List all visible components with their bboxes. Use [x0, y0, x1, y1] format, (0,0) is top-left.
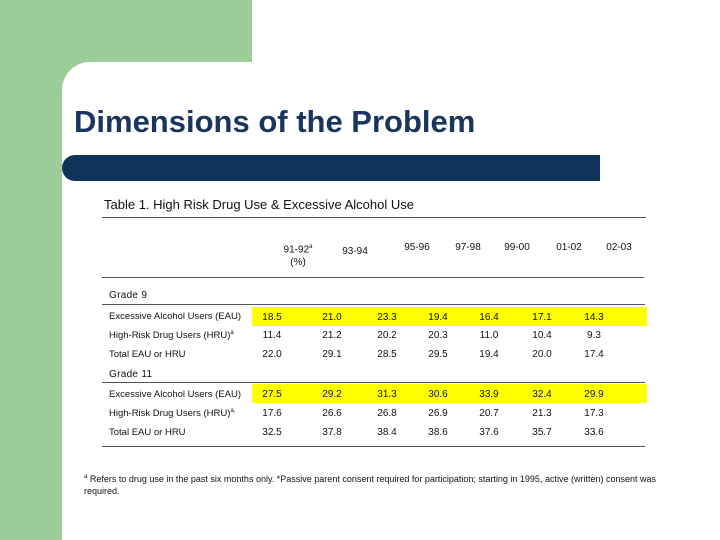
table-cell: 26.9: [428, 408, 448, 419]
table-cell: 30.6: [428, 389, 448, 400]
table-cell: 20.0: [532, 349, 552, 360]
table-top-rule: [102, 217, 646, 218]
table-cell: 38.4: [377, 427, 397, 438]
table-cell: 32.4: [532, 389, 552, 400]
column-header: 02-03: [606, 242, 632, 253]
header-bottom-rule: [102, 277, 644, 278]
table-cell: 26.6: [322, 408, 342, 419]
row-label: Total EAU or HRU: [109, 427, 186, 438]
table-cell: 32.5: [262, 427, 282, 438]
table-cell: 37.8: [322, 427, 342, 438]
highlight-grade9-eau: [252, 307, 647, 326]
table-cell: 37.6: [479, 427, 499, 438]
table-cell: 16.4: [479, 312, 499, 323]
column-header: 93-94: [342, 246, 368, 257]
table-cell: 9.3: [587, 330, 601, 341]
table-cell: 10.4: [532, 330, 552, 341]
highlight-grade11-eau: [252, 384, 647, 403]
table-cell: 29.9: [584, 389, 604, 400]
row-label: Excessive Alcohol Users (EAU): [109, 389, 241, 400]
table-cell: 38.6: [428, 427, 448, 438]
table-cell: 35.7: [532, 427, 552, 438]
row-label: High-Risk Drug Users (HRU)a,: [109, 408, 236, 420]
background-green-strip: [0, 0, 62, 540]
section-rule: [102, 304, 645, 305]
table-cell: 11.0: [479, 330, 499, 341]
table-cell: 33.9: [479, 389, 499, 400]
row-label: High-Risk Drug Users (HRU)a: [109, 330, 234, 342]
table-cell: 27.5: [262, 389, 282, 400]
title-underline-bar: [62, 155, 600, 181]
table-cell: 21.3: [532, 408, 552, 419]
table-cell: 33.6: [584, 427, 604, 438]
table-cell: 29.2: [322, 389, 342, 400]
section-label-grade11: Grade 11: [109, 369, 153, 380]
table-cell: 21.0: [322, 312, 342, 323]
column-header: 99-00: [504, 242, 530, 253]
column-header: 01-02: [556, 242, 582, 253]
table-cell: 17.4: [584, 349, 604, 360]
table-cell: 11.4: [262, 330, 282, 341]
table-cell: 28.5: [377, 349, 397, 360]
table-cell: 20.3: [428, 330, 448, 341]
table-caption: Table 1. High Risk Drug Use & Excessive …: [104, 197, 414, 212]
row-label: Excessive Alcohol Users (EAU): [109, 311, 241, 322]
table-cell: 29.5: [428, 349, 448, 360]
table-cell: 17.3: [584, 408, 604, 419]
table-bottom-rule: [102, 446, 645, 447]
row-label: Total EAU or HRU: [109, 349, 186, 360]
table-cell: 22.0: [262, 349, 282, 360]
slide-title: Dimensions of the Problem: [74, 104, 476, 139]
table-cell: 14.3: [584, 312, 604, 323]
table-cell: 19.4: [428, 312, 448, 323]
table-cell: 23.3: [377, 312, 397, 323]
table-cell: 26.8: [377, 408, 397, 419]
table-footnote: a Refers to drug use in the past six mon…: [84, 474, 656, 496]
column-header: 97-98: [455, 242, 481, 253]
table-cell: 17.1: [532, 312, 552, 323]
section-label-grade9: Grade 9: [109, 290, 148, 301]
section-rule: [102, 382, 645, 383]
column-header: 91-92a (%): [283, 244, 313, 269]
table-cell: 21.2: [322, 330, 342, 341]
column-header: 95-96: [404, 242, 430, 253]
table-cell: 17.6: [262, 408, 282, 419]
table-cell: 31.3: [377, 389, 397, 400]
table-cell: 20.2: [377, 330, 397, 341]
table-cell: 29.1: [322, 349, 342, 360]
table-cell: 19.4: [479, 349, 499, 360]
table-cell: 20.7: [479, 408, 499, 419]
table-cell: 18.5: [262, 312, 282, 323]
content-panel: [62, 62, 720, 540]
